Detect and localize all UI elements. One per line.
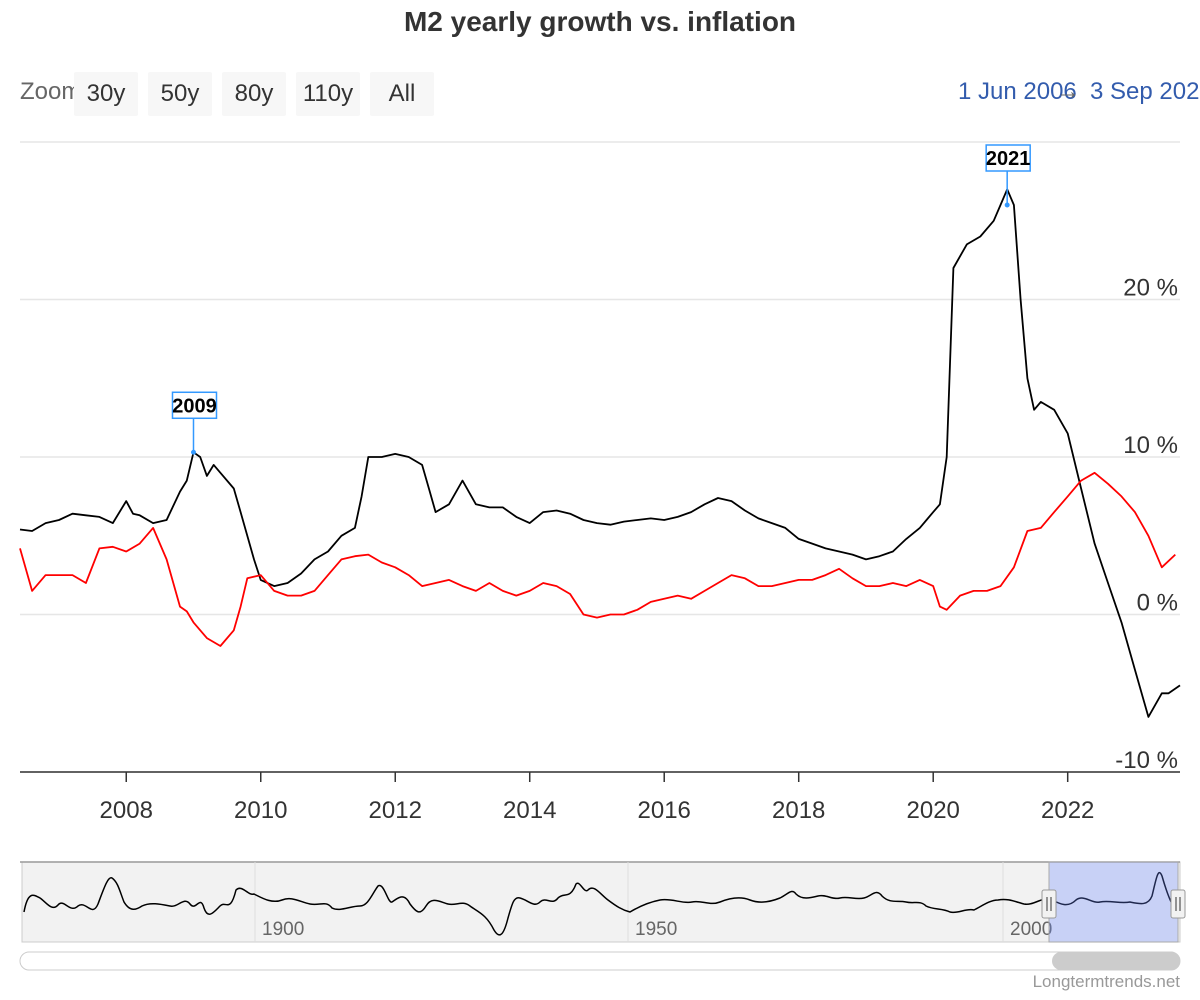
x-tick-label: 2008 [100,797,153,824]
annotation-box [985,144,1031,172]
y-tick-label: -10 % [1115,747,1178,774]
x-tick-label: 2010 [234,797,287,824]
annotation-box [171,391,218,420]
scrollbar-track[interactable] [19,951,1181,971]
navigator-right-handle[interactable] [1170,889,1186,919]
scrollbar[interactable] [19,951,1181,971]
grid-lines [20,141,1180,773]
range-from-date[interactable]: 1 Jun 2006 [958,78,1077,105]
x-tick-label: 2012 [369,797,422,824]
navigator[interactable]: 1900 1950 2000 [20,861,1186,943]
annotation-point [190,449,196,455]
navigator-tick-label: 1950 [635,919,677,940]
series-layer [19,188,1181,718]
x-tick-label: 2014 [503,797,556,824]
navigator-tick-label: 2000 [1010,919,1052,940]
x-tick-label: 2020 [907,797,960,824]
zoom-80y-button[interactable]: 80y [222,72,286,116]
annotation-label: 2009 [172,395,217,417]
chart-title: M2 yearly growth vs. inflation [403,6,797,37]
navigator-left-handle[interactable] [1041,889,1057,919]
navigator-series [23,871,1179,936]
annotations-layer: 2009 2021 [171,144,1031,455]
zoom-label: Zoom [20,78,82,105]
x-tick-label: 2018 [772,797,825,824]
zoom-50y-button[interactable]: 50y [148,72,212,116]
zoom-30y-button[interactable]: 30y [74,72,138,116]
y-axis-labels: -10 % 0 % 10 % 20 % [1115,275,1178,775]
x-axis-labels: 2008 2010 2012 2014 2016 2018 2020 2022 [100,772,1094,824]
zoom-110y-button[interactable]: 110y [296,72,360,116]
annotation-label: 2021 [986,148,1031,170]
credit-link[interactable]: Longtermtrends.net [1032,972,1180,991]
navigator-tick-label: 1900 [262,919,304,940]
y-tick-label: 20 % [1123,275,1178,302]
zoom-all-button[interactable]: All [370,72,434,116]
scrollbar-thumb[interactable] [1052,952,1180,970]
navigator-background [21,861,1181,943]
x-tick-label: 2022 [1041,797,1094,824]
y-tick-label: 10 % [1123,432,1178,459]
series-line-inflation [19,471,1176,647]
y-tick-label: 0 % [1137,590,1178,617]
annotation-point [1004,202,1010,208]
series-line-m2 [19,188,1181,718]
x-tick-label: 2016 [638,797,691,824]
range-to-date[interactable]: 3 Sep 2023 [1090,78,1200,105]
range-separator: → [1056,78,1080,105]
navigator-selected-range[interactable] [1048,861,1179,943]
